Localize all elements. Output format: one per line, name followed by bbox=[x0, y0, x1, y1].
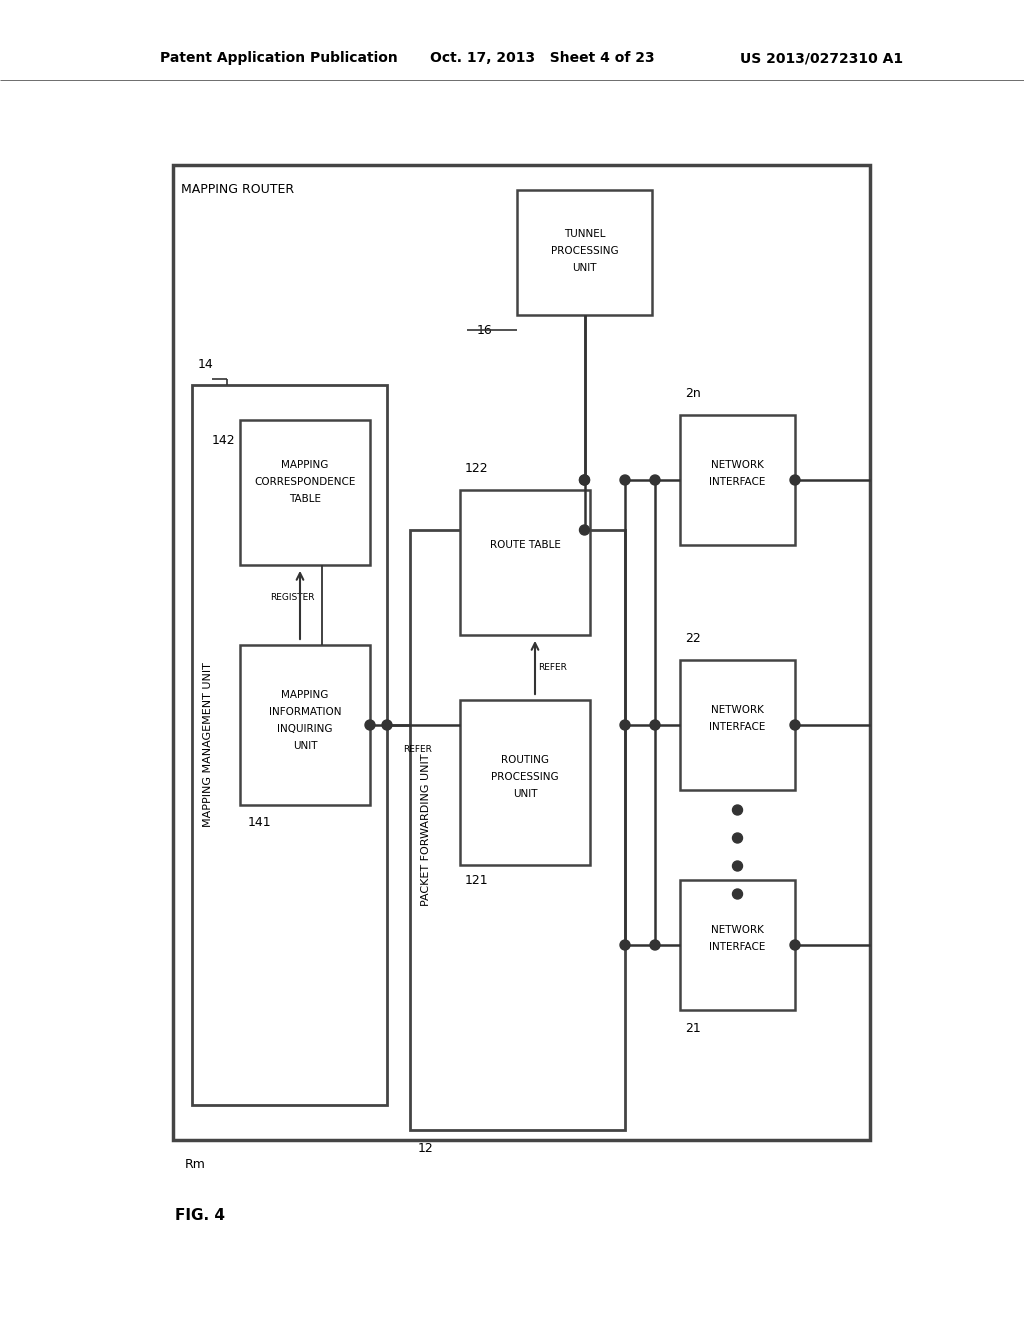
Text: FIG. 4: FIG. 4 bbox=[175, 1208, 225, 1222]
Circle shape bbox=[790, 940, 800, 950]
Text: INTERFACE: INTERFACE bbox=[710, 942, 766, 952]
Text: 21: 21 bbox=[685, 1022, 700, 1035]
Text: ROUTING: ROUTING bbox=[501, 755, 549, 766]
Circle shape bbox=[732, 833, 742, 843]
Text: PROCESSING: PROCESSING bbox=[551, 246, 618, 256]
Text: 2n: 2n bbox=[685, 387, 700, 400]
Text: NETWORK: NETWORK bbox=[711, 705, 764, 715]
Text: MAPPING: MAPPING bbox=[282, 690, 329, 700]
Bar bbox=[240, 420, 370, 565]
Text: NETWORK: NETWORK bbox=[711, 459, 764, 470]
Circle shape bbox=[732, 861, 742, 871]
Text: Oct. 17, 2013   Sheet 4 of 23: Oct. 17, 2013 Sheet 4 of 23 bbox=[430, 51, 654, 65]
Bar bbox=[240, 645, 370, 805]
Circle shape bbox=[620, 719, 630, 730]
Text: ROUTE TABLE: ROUTE TABLE bbox=[489, 540, 560, 550]
Bar bbox=[517, 190, 652, 315]
Bar bbox=[173, 165, 870, 1140]
Circle shape bbox=[620, 475, 630, 484]
Text: CORRESPONDENCE: CORRESPONDENCE bbox=[254, 477, 355, 487]
Text: 122: 122 bbox=[465, 462, 488, 475]
Text: INTERFACE: INTERFACE bbox=[710, 722, 766, 733]
Text: TUNNEL: TUNNEL bbox=[564, 228, 605, 239]
Text: UNIT: UNIT bbox=[293, 741, 317, 751]
Text: Patent Application Publication: Patent Application Publication bbox=[160, 51, 397, 65]
Text: UNIT: UNIT bbox=[513, 789, 538, 799]
Text: PACKET FORWARDING UNIT: PACKET FORWARDING UNIT bbox=[421, 754, 431, 907]
Text: REFER: REFER bbox=[403, 746, 432, 755]
Text: 141: 141 bbox=[248, 817, 271, 829]
Text: REGISTER: REGISTER bbox=[270, 593, 314, 602]
Circle shape bbox=[650, 719, 660, 730]
Text: Rm: Rm bbox=[185, 1159, 206, 1172]
Text: MAPPING ROUTER: MAPPING ROUTER bbox=[181, 183, 294, 195]
Circle shape bbox=[580, 525, 590, 535]
Text: NETWORK: NETWORK bbox=[711, 925, 764, 935]
Circle shape bbox=[382, 719, 392, 730]
Text: PROCESSING: PROCESSING bbox=[492, 772, 559, 781]
Circle shape bbox=[580, 475, 590, 484]
Text: 12: 12 bbox=[418, 1142, 434, 1155]
Circle shape bbox=[620, 940, 630, 950]
Bar bbox=[680, 414, 795, 545]
Text: REFER: REFER bbox=[538, 663, 567, 672]
Text: INQUIRING: INQUIRING bbox=[278, 723, 333, 734]
Bar bbox=[193, 385, 387, 1105]
Circle shape bbox=[365, 719, 375, 730]
Bar bbox=[460, 490, 590, 635]
Text: UNIT: UNIT bbox=[572, 263, 597, 273]
Text: INTERFACE: INTERFACE bbox=[710, 477, 766, 487]
Bar bbox=[410, 531, 625, 1130]
Circle shape bbox=[790, 719, 800, 730]
Bar bbox=[460, 700, 590, 865]
Circle shape bbox=[650, 475, 660, 484]
Text: 142: 142 bbox=[212, 433, 236, 446]
Circle shape bbox=[650, 940, 660, 950]
Text: 14: 14 bbox=[198, 358, 214, 371]
Bar bbox=[680, 880, 795, 1010]
Text: TABLE: TABLE bbox=[289, 494, 321, 504]
Text: US 2013/0272310 A1: US 2013/0272310 A1 bbox=[740, 51, 903, 65]
Text: MAPPING MANAGEMENT UNIT: MAPPING MANAGEMENT UNIT bbox=[203, 663, 213, 828]
Text: 121: 121 bbox=[465, 874, 488, 887]
Bar bbox=[680, 660, 795, 789]
Text: 22: 22 bbox=[685, 632, 700, 645]
Text: 16: 16 bbox=[476, 323, 492, 337]
Circle shape bbox=[732, 888, 742, 899]
Circle shape bbox=[580, 475, 590, 484]
Text: MAPPING: MAPPING bbox=[282, 459, 329, 470]
Circle shape bbox=[790, 475, 800, 484]
Text: INFORMATION: INFORMATION bbox=[268, 708, 341, 717]
Circle shape bbox=[732, 805, 742, 814]
